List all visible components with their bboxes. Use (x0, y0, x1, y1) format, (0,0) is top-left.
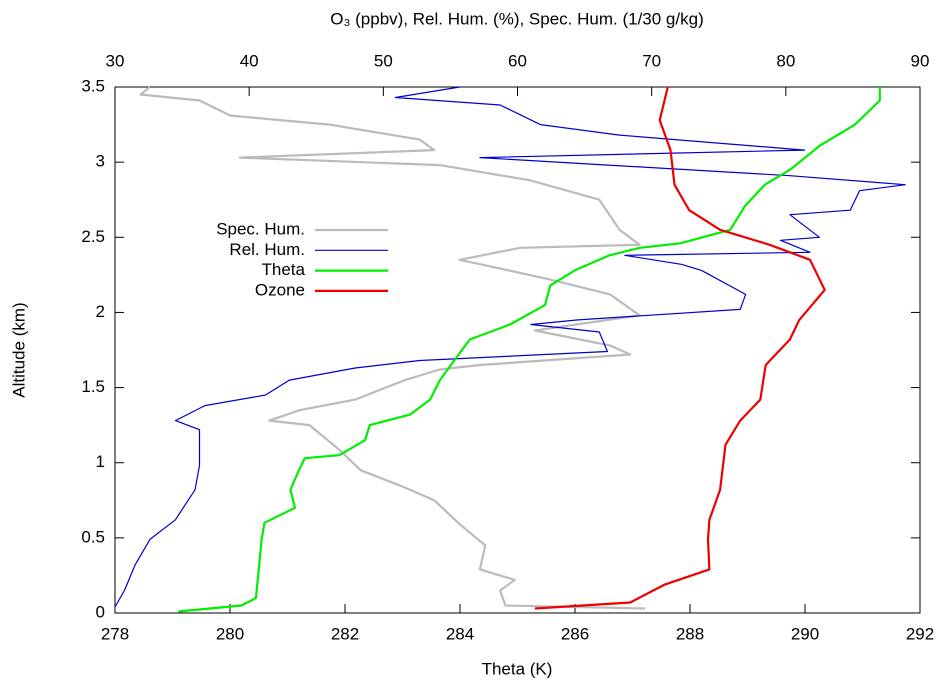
profile-line (178, 87, 881, 613)
x2-axis-label: O₃ (ppbv), Rel. Hum. (%), Spec. Hum. (1/… (330, 9, 703, 28)
y-tick-label: 0 (96, 602, 105, 621)
profile-line (114, 86, 906, 608)
x2-tick-label: 60 (508, 51, 527, 70)
x-tick-label: 292 (906, 624, 934, 643)
x2-tick-label: 50 (374, 51, 393, 70)
x2-tick-label: 40 (240, 51, 259, 70)
x2-tick-label: 70 (642, 51, 661, 70)
profile-line (534, 86, 826, 610)
profile-line (139, 86, 646, 610)
y-tick-label: 0.5 (81, 527, 105, 546)
plot-frame (114, 86, 921, 614)
x2-tick-label: 90 (911, 51, 930, 70)
x-tick-label: 284 (446, 624, 474, 643)
x-tick-label: 286 (561, 624, 589, 643)
legend-label: Spec. Hum. (216, 219, 305, 238)
y-tick-label: 2.5 (81, 227, 105, 246)
legend-label: Theta (262, 260, 306, 279)
y-tick-label: 1 (96, 452, 105, 471)
y-tick-label: 3.5 (81, 76, 105, 95)
x-tick-label: 290 (791, 624, 819, 643)
legend-label: Ozone (255, 280, 305, 299)
y-tick-label: 1.5 (81, 377, 105, 396)
x2-tick-label: 80 (776, 51, 795, 70)
y-tick-label: 3 (96, 152, 105, 171)
x-tick-label: 278 (101, 624, 129, 643)
x2-tick-label: 30 (106, 51, 125, 70)
x-tick-label: 280 (216, 624, 244, 643)
x-tick-label: 288 (676, 624, 704, 643)
y-axis-label: Altitude (km) (9, 302, 28, 397)
x-tick-label: 282 (331, 624, 359, 643)
y-tick-label: 2 (96, 302, 105, 321)
legend-label: Rel. Hum. (229, 240, 305, 259)
x-axis-label: Theta (K) (482, 659, 553, 678)
